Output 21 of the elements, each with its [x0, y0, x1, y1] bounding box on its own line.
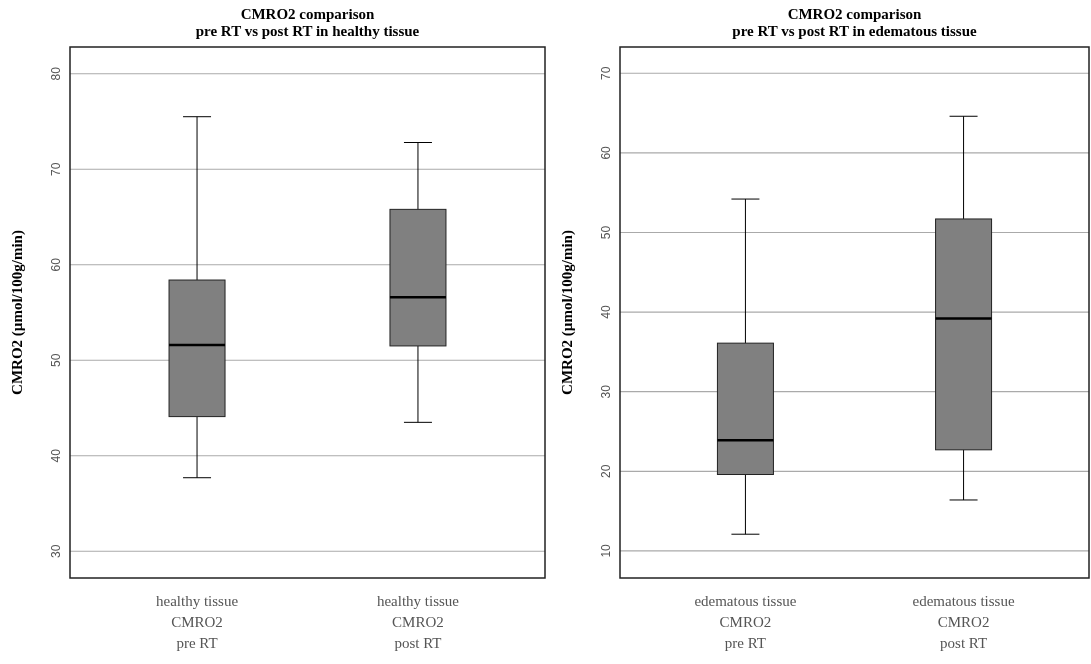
- x-tick-label: edematous tissue CMRO2 pre RT: [694, 593, 797, 651]
- y-axis-title: CMRO2 (µmol/100g/min): [9, 230, 26, 395]
- y-tick-label: 50: [599, 225, 613, 240]
- y-tick-label: 20: [599, 464, 613, 478]
- y-tick-label: 40: [599, 305, 613, 319]
- y-tick-label: 80: [49, 66, 63, 81]
- y-tick-label: 30: [599, 384, 613, 399]
- chart-title: CMRO2 comparison pre RT vs post RT in edematous tissue: [732, 6, 978, 39]
- y-tick-label: 30: [49, 544, 63, 558]
- y-tick-label: 60: [599, 145, 613, 160]
- x-tick-label: edematous tissue CMRO2 post RT: [912, 593, 1015, 651]
- y-tick-label: 10: [599, 543, 613, 558]
- y-tick-label: 70: [599, 66, 613, 80]
- x-tick-label: healthy tissue CMRO2 pre RT: [156, 593, 239, 651]
- y-tick-label: 60: [49, 257, 63, 272]
- y-tick-label: 50: [49, 353, 63, 367]
- x-tick-label: healthy tissue CMRO2 post RT: [376, 593, 460, 651]
- y-tick-label: 70: [49, 162, 63, 176]
- y-tick-label: 40: [49, 448, 63, 463]
- chart-title: CMRO2 comparison pre RT vs post RT in healthy tissue: [195, 6, 420, 39]
- y-axis-title: CMRO2 (µmol/100g/min): [559, 230, 576, 395]
